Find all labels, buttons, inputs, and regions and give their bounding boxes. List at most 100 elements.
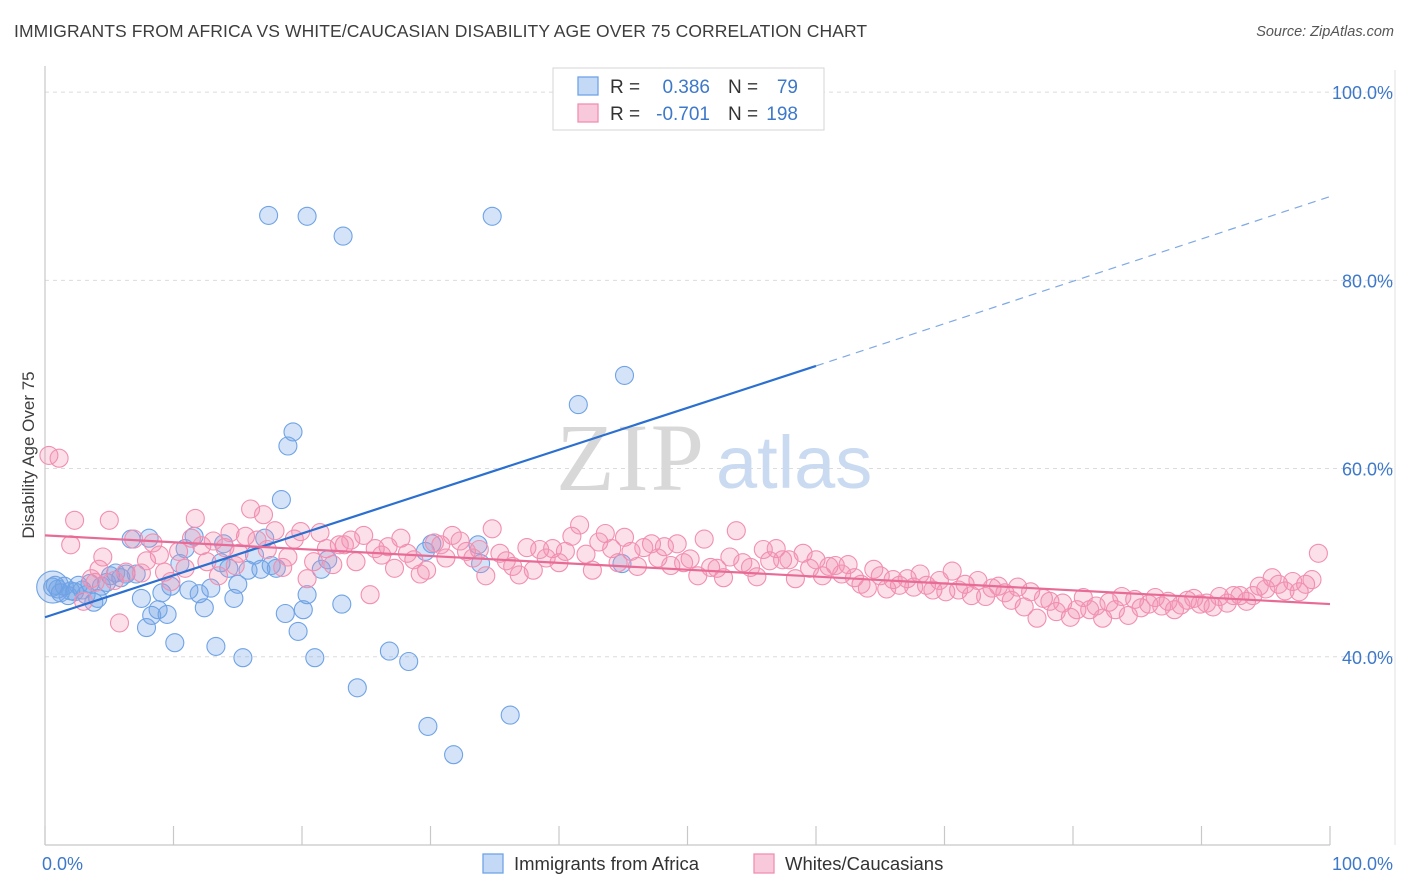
data-point [1209,586,1230,607]
data-point [747,567,767,587]
data-point [570,515,590,535]
data-point [354,525,374,545]
data-point [271,490,291,510]
legend-n-label-2: N = [728,104,758,125]
legend-r-label-1: R = [610,77,640,98]
tick-labels: 40.0% 60.0% 80.0% 100.0% 0.0% 100.0% [42,83,1393,874]
series-legend: Immigrants from Africa Whites/Caucasians [482,853,943,874]
data-point [450,531,470,551]
data-point [194,598,214,618]
y-tick-label: 80.0% [1342,271,1393,291]
legend-r-value-1: 0.386 [662,77,710,98]
data-point [305,648,325,668]
data-point [346,552,366,572]
data-point [93,547,113,567]
legend-n-label-1: N = [728,77,758,98]
data-point [88,588,108,608]
data-point [149,545,169,565]
data-point [297,585,317,605]
data-point [278,547,298,567]
data-point [1289,582,1309,602]
data-point [568,395,588,415]
data-point [109,613,130,633]
y-axis-label: Disability Age Over 75 [19,371,38,538]
data-point [251,559,271,579]
data-point [257,539,277,560]
watermark: ZIP atlas [556,404,872,511]
data-point [157,604,177,624]
data-point [500,705,520,725]
data-point [1086,596,1106,616]
x-tick-label: 0.0% [42,854,83,874]
data-point [225,555,245,576]
data-point-cluster [36,570,70,604]
data-point [201,578,221,598]
data-point [726,521,746,541]
data-point [562,526,582,546]
legend-label-whites: Whites/Caucasians [785,853,943,874]
data-point [417,560,437,580]
watermark-zip: ZIP [556,404,706,511]
chart-title: IMMIGRANTS FROM AFRICA VS WHITE/CAUCASIA… [14,21,868,41]
legend-n-value-2: 198 [766,104,798,125]
data-point [273,557,293,577]
data-point [713,568,734,588]
data-point [680,549,700,569]
data-point [293,600,313,620]
data-point [220,523,240,543]
x-tick-label: 100.0% [1332,854,1393,874]
correlation-legend: R = 0.386 N = 79 R = -0.701 N = 198 [552,67,825,131]
trend-line-whites [44,534,1331,606]
data-point [297,206,317,226]
data-point [165,633,185,653]
data-point [347,678,367,698]
data-point [766,539,786,559]
chart-source: Source: ZipAtlas.com [1256,24,1394,40]
data-point [602,539,622,559]
trend-line-immigrants-extrapolated [815,196,1331,367]
data-point [323,555,343,575]
data-point [283,422,303,442]
data-point [304,552,324,572]
legend-r-value-2: -0.701 [656,104,710,125]
data-point [288,621,308,641]
data-point [265,521,285,541]
data-point [89,559,109,579]
data-point [341,530,361,550]
data-point [333,226,353,246]
data-point [259,205,279,225]
data-point [332,594,352,614]
data-point [1302,570,1322,590]
data-point [1308,543,1328,563]
data-point [654,537,674,557]
data-point [614,365,635,385]
trend-line-immigrants [44,364,817,619]
data-point [779,550,799,570]
legend-swatch-immigrants [482,853,504,874]
data-point [206,636,226,656]
data-point [143,533,163,553]
data-point [185,508,205,528]
legend-r-label-2: R = [610,104,640,125]
legend-swatch-whites [753,853,775,874]
data-point [995,583,1015,603]
data-point [399,651,419,672]
legend-swatch-pink [577,103,599,123]
data-point [482,519,502,539]
data-point [1060,607,1080,627]
data-point [384,558,405,578]
legend-n-value-1: 79 [777,77,798,98]
data-point [136,618,157,638]
data-point [476,566,496,586]
data-point [424,533,444,553]
data-point [469,539,489,560]
data-point [131,588,151,608]
data-point [1256,579,1276,599]
data-point [61,535,81,555]
data-point [278,436,298,456]
data-point [929,570,949,591]
data-point [329,535,349,555]
y-tick-label: 40.0% [1342,648,1393,668]
axes [44,66,1331,846]
